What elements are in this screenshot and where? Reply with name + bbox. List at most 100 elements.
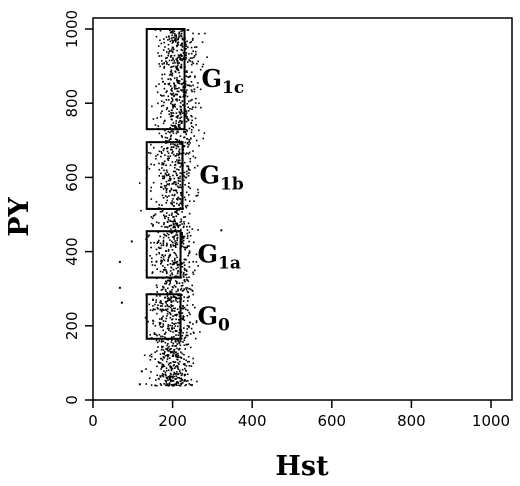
- data-point: [174, 32, 176, 35]
- data-point: [175, 172, 178, 175]
- data-point: [159, 210, 162, 213]
- data-point: [169, 366, 172, 369]
- data-point: [185, 89, 188, 91]
- data-point: [180, 143, 182, 145]
- data-point: [180, 194, 182, 197]
- data-point: [160, 225, 163, 228]
- data-point: [162, 356, 165, 358]
- data-point: [169, 239, 171, 241]
- data-point: [156, 117, 158, 119]
- data-point: [175, 313, 177, 316]
- data-point: [187, 296, 190, 299]
- data-point: [152, 181, 155, 184]
- data-point: [174, 383, 176, 386]
- data-point: [181, 100, 184, 103]
- data-point: [165, 290, 167, 293]
- data-point: [184, 184, 186, 186]
- data-point: [185, 288, 188, 291]
- data-point: [187, 118, 189, 120]
- data-point: [161, 309, 163, 311]
- data-point: [181, 120, 183, 123]
- data-point: [176, 256, 178, 259]
- y-tick-label: 1000: [63, 10, 81, 48]
- data-point: [176, 57, 179, 59]
- data-point: [175, 126, 177, 128]
- data-point: [154, 303, 156, 306]
- data-point: [185, 52, 188, 54]
- data-point: [161, 163, 163, 166]
- data-point: [167, 217, 170, 219]
- data-point: [183, 130, 185, 133]
- data-point: [155, 379, 157, 381]
- data-point: [158, 340, 161, 342]
- data-point: [172, 46, 174, 49]
- data-point: [172, 221, 175, 223]
- data-point: [180, 63, 183, 66]
- data-point: [174, 226, 176, 229]
- data-point: [177, 69, 179, 72]
- data-point: [161, 359, 164, 361]
- data-point: [172, 143, 174, 145]
- data-point: [173, 375, 175, 378]
- data-point: [162, 197, 165, 199]
- data-point: [182, 82, 185, 84]
- data-point: [160, 341, 163, 343]
- data-point: [183, 327, 185, 329]
- data-point: [178, 35, 180, 37]
- data-point: [166, 199, 169, 202]
- data-point: [179, 126, 181, 129]
- data-point: [175, 224, 177, 226]
- data-point: [153, 164, 155, 166]
- data-point: [192, 50, 194, 52]
- data-point: [191, 284, 193, 287]
- data-point: [165, 281, 168, 283]
- data-point: [186, 245, 189, 247]
- data-point: [173, 177, 176, 180]
- data-point: [165, 367, 168, 369]
- data-point: [179, 377, 181, 380]
- data-point: [156, 374, 158, 376]
- data-point: [175, 261, 178, 263]
- data-point: [172, 130, 174, 132]
- data-point: [194, 102, 197, 104]
- gate-label-g1b: G1b: [200, 161, 244, 195]
- data-point: [189, 333, 192, 335]
- data-point: [189, 200, 191, 202]
- data-point: [168, 59, 171, 62]
- data-point: [169, 74, 171, 76]
- data-point: [192, 84, 194, 87]
- data-point: [172, 150, 174, 153]
- data-point: [150, 246, 152, 249]
- data-point: [164, 226, 166, 228]
- data-point: [158, 321, 161, 324]
- data-point: [177, 44, 179, 46]
- data-point: [160, 244, 163, 247]
- data-point: [162, 340, 165, 343]
- data-point: [175, 365, 177, 368]
- data-point: [197, 188, 199, 191]
- data-point: [179, 143, 181, 145]
- data-point: [162, 241, 165, 243]
- data-point: [170, 111, 172, 114]
- data-point: [192, 304, 194, 306]
- data-point: [176, 81, 179, 83]
- data-point: [175, 383, 177, 385]
- gate-label-g1c: G1c: [202, 64, 245, 98]
- data-point-outlier: [138, 383, 141, 386]
- data-point: [185, 287, 187, 289]
- data-point: [163, 73, 166, 76]
- data-point: [169, 274, 172, 276]
- data-point: [180, 34, 182, 37]
- data-point: [170, 384, 173, 386]
- data-point: [174, 40, 177, 43]
- data-point: [187, 235, 189, 237]
- data-point: [177, 382, 180, 384]
- data-point: [153, 214, 156, 217]
- data-point: [174, 345, 176, 347]
- data-point: [184, 274, 186, 276]
- data-point: [174, 378, 176, 380]
- data-point: [179, 113, 182, 115]
- data-point: [167, 325, 169, 328]
- data-point: [185, 133, 188, 136]
- data-point: [170, 368, 173, 370]
